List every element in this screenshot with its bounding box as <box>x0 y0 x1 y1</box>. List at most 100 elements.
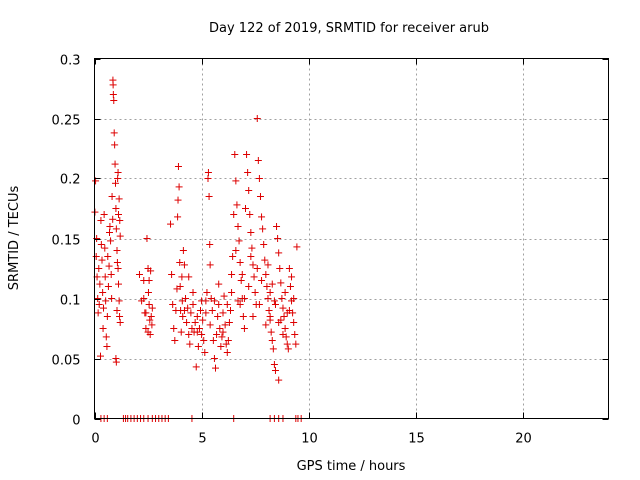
data-point <box>233 201 241 209</box>
data-point <box>102 333 110 341</box>
data-point <box>108 193 116 200</box>
data-point <box>186 340 194 348</box>
y-tick-label: 0.1 <box>60 294 81 309</box>
data-point <box>247 253 255 260</box>
data-point <box>192 363 200 371</box>
data-point <box>264 261 272 269</box>
data-point <box>140 295 148 302</box>
data-point <box>239 313 247 320</box>
data-point <box>259 225 267 233</box>
data-point <box>174 213 182 221</box>
y-tick-label: 0.05 <box>52 354 81 369</box>
data-point <box>232 247 240 254</box>
data-point <box>98 256 106 264</box>
data-point <box>109 91 117 98</box>
data-point <box>97 241 105 248</box>
data-point <box>170 325 178 332</box>
data-point <box>216 325 224 332</box>
data-point <box>180 307 188 314</box>
data-point <box>101 244 109 252</box>
data-point <box>198 331 206 338</box>
data-point <box>114 280 122 288</box>
data-point <box>145 277 153 284</box>
data-point <box>198 297 206 305</box>
data-point <box>115 195 123 203</box>
data-point <box>111 160 119 168</box>
data-point <box>245 283 253 290</box>
data-point <box>275 319 283 326</box>
data-point <box>111 179 119 187</box>
data-point <box>175 183 183 191</box>
y-tick-label: 0.3 <box>60 54 81 69</box>
data-point <box>283 309 291 317</box>
data-point <box>191 319 199 326</box>
data-point <box>284 345 292 353</box>
y-tick-labels: 0 0.05 0.1 0.15 0.2 0.25 0.3 <box>52 54 81 429</box>
data-point <box>230 211 238 218</box>
data-point <box>96 280 104 288</box>
data-point <box>268 337 276 344</box>
data-point <box>112 225 120 233</box>
data-point <box>185 273 193 281</box>
data-point <box>240 295 248 302</box>
data-point <box>210 297 218 305</box>
data-point <box>215 301 223 308</box>
data-point <box>94 309 102 317</box>
data-point <box>240 325 248 332</box>
data-point <box>270 361 278 368</box>
data-point <box>253 265 261 272</box>
data-point <box>281 325 289 332</box>
data-point <box>142 325 150 332</box>
data-point <box>112 205 120 212</box>
data-point <box>281 289 289 296</box>
data-point <box>228 271 236 278</box>
x-axis-label: GPS time / hours <box>297 459 406 474</box>
data-point <box>290 295 298 302</box>
data-point <box>212 364 220 372</box>
data-point <box>202 309 210 317</box>
x-tick-label: 10 <box>301 432 318 447</box>
data-point <box>97 217 105 224</box>
x-tick-labels: 0 5 10 15 20 <box>91 432 531 447</box>
data-point <box>269 345 277 353</box>
data-point <box>135 271 143 278</box>
data-point <box>229 253 237 260</box>
data-point <box>200 337 208 344</box>
data-point <box>113 259 121 266</box>
data-point <box>147 313 155 320</box>
x-tick-label: 0 <box>91 432 99 447</box>
data-point <box>209 337 217 344</box>
data-point <box>102 297 110 305</box>
data-point <box>232 177 240 185</box>
data-point <box>208 307 216 314</box>
data-point <box>110 129 118 137</box>
data-point <box>236 301 244 308</box>
data-point <box>266 313 274 320</box>
data-point <box>236 259 244 266</box>
y-axis-label: SRMTID / TECUs <box>7 186 22 291</box>
data-point <box>104 253 112 260</box>
data-point <box>234 223 242 230</box>
data-point <box>116 319 124 326</box>
x-tick-label: 15 <box>408 432 425 447</box>
data-point <box>266 289 274 296</box>
data-point <box>241 205 249 212</box>
data-point <box>109 81 117 89</box>
data-point <box>244 169 252 176</box>
data-point <box>185 331 193 338</box>
data-point <box>114 175 122 182</box>
data-point <box>195 325 203 332</box>
data-point <box>179 313 187 320</box>
grid <box>94 58 609 419</box>
data-point <box>114 265 122 272</box>
data-point <box>270 297 278 305</box>
data-point <box>204 175 212 182</box>
data-point <box>226 307 234 314</box>
data-point <box>95 265 103 272</box>
y-tick-label: 0.2 <box>60 173 81 188</box>
data-point <box>292 340 300 348</box>
data-point <box>104 283 112 290</box>
data-point <box>290 319 298 326</box>
data-point <box>215 280 223 288</box>
